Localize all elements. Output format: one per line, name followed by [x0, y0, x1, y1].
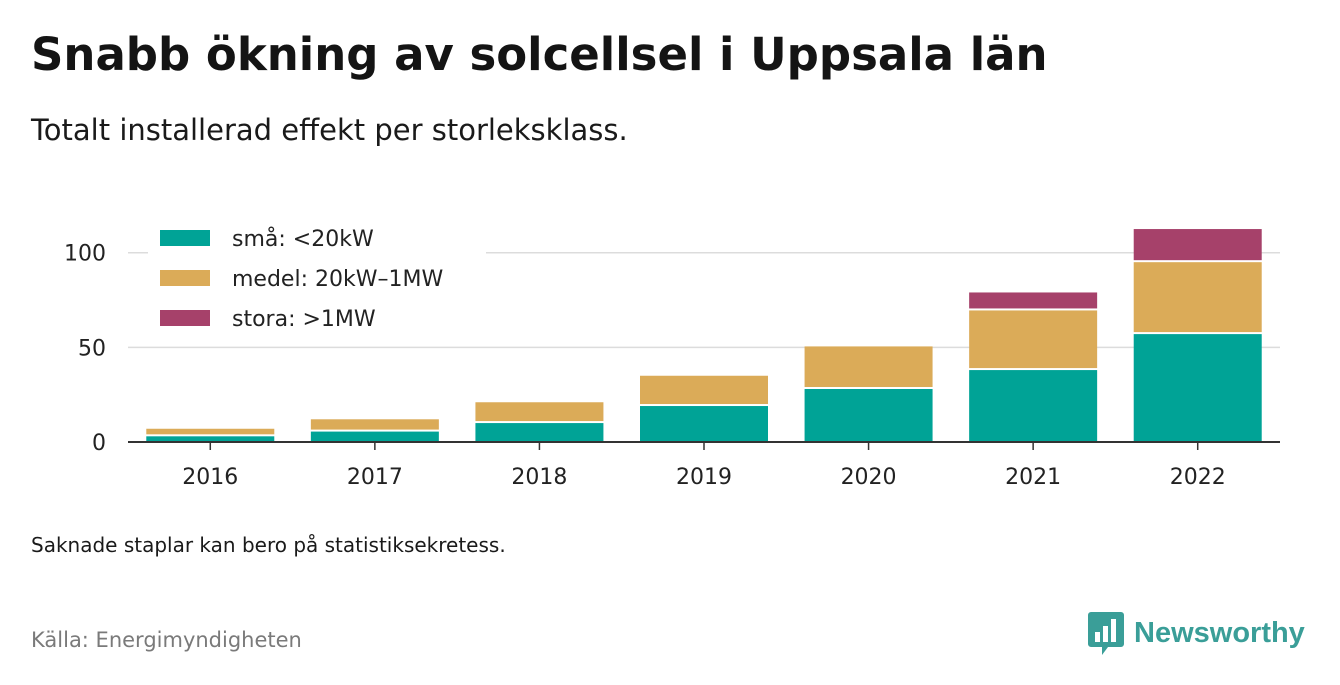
y-tick-label: 100	[64, 242, 106, 267]
source-credit: Källa: Energimyndigheten	[31, 628, 302, 652]
x-tick-label: 2022	[1170, 465, 1226, 490]
legend: små: <20kW medel: 20kW–1MW stora: >1MW	[148, 220, 486, 342]
bar-2019-series-0	[640, 406, 768, 442]
bar-2019-series-1	[640, 375, 768, 405]
legend-label-2: stora: >1MW	[232, 307, 376, 332]
x-tick-label: 2017	[347, 465, 403, 490]
page-title: Snabb ökning av solcellsel i Uppsala län	[31, 28, 1048, 81]
brand-logo: Newsworthy	[1088, 610, 1305, 656]
bar-2022-series-1	[1133, 262, 1262, 333]
y-tick-label: 50	[78, 336, 106, 361]
bar-2016-series-1	[146, 428, 275, 435]
brand-name: Newsworthy	[1134, 616, 1305, 649]
x-tick-label: 2020	[841, 465, 897, 490]
bar-2021-series-0	[969, 370, 1098, 442]
x-axis-ticks: 2016 2017 2018 2019 2020 2021 2022	[182, 442, 1226, 490]
legend-swatch-2	[160, 310, 210, 326]
bar-2020-series-1	[804, 346, 933, 387]
legend-swatch-1	[160, 270, 210, 286]
bars	[146, 229, 1262, 442]
bar-2018-series-0	[475, 423, 604, 442]
bar-2022-series-0	[1133, 334, 1262, 442]
y-tick-label: 0	[92, 431, 106, 456]
legend-swatch-0	[160, 230, 210, 246]
bar-2017-series-0	[310, 431, 439, 442]
page-subtitle: Totalt installerad effekt per storlekskl…	[31, 113, 628, 147]
x-tick-label: 2019	[676, 465, 732, 490]
bar-2016-series-0	[146, 436, 275, 442]
bar-2021-series-1	[969, 310, 1098, 369]
legend-label-0: små: <20kW	[232, 226, 374, 252]
x-tick-label: 2021	[1005, 465, 1061, 490]
bar-2020-series-0	[804, 389, 933, 442]
y-axis-ticks: 0 50 100	[64, 242, 106, 456]
bar-2018-series-1	[475, 402, 604, 422]
stacked-bar-chart: 0 50 100 2016 2017 2018 2019 2020 2021 2022 små:…	[64, 220, 1280, 490]
x-tick-label: 2018	[511, 465, 567, 490]
bar-2017-series-1	[310, 419, 439, 430]
footnote: Saknade staplar kan bero på statistiksek…	[31, 533, 506, 557]
legend-label-1: medel: 20kW–1MW	[232, 267, 443, 292]
bar-2021-series-2	[969, 292, 1098, 309]
newsworthy-logo-icon	[1088, 612, 1124, 655]
bar-2022-series-2	[1133, 229, 1262, 261]
x-tick-label: 2016	[182, 465, 238, 490]
